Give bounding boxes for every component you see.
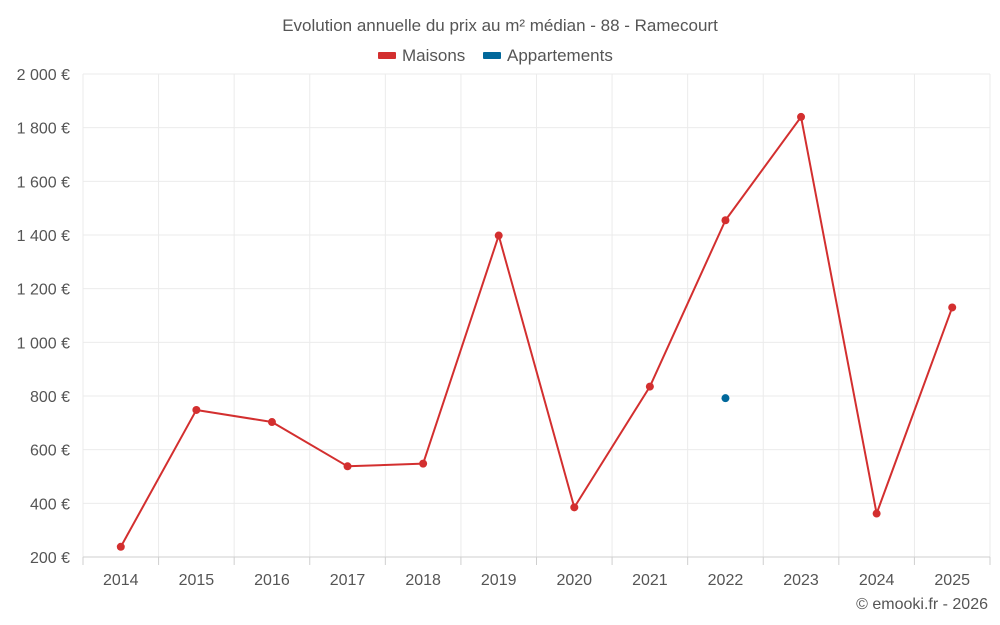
y-tick-label: 400 € [30, 496, 70, 513]
y-tick-label: 1 400 € [17, 228, 70, 245]
y-tick-label: 1 200 € [17, 282, 70, 299]
x-tick-label: 2020 [556, 572, 592, 589]
x-tick-label: 2023 [783, 572, 819, 589]
data-point-maisons [343, 462, 352, 471]
data-point-maisons [570, 503, 579, 512]
x-tick-label: 2016 [254, 572, 290, 589]
y-tick-label: 200 € [30, 550, 70, 567]
x-tick-label: 2025 [934, 572, 970, 589]
y-axis: 200 € 400 € 600 € 800 € 1 000 € 1 200 € 1 400 … [17, 67, 70, 567]
x-axis: 2014 2015 2016 2017 2018 2019 2020 2021 2022 2023… [82, 556, 991, 589]
data-point-maisons [721, 216, 730, 225]
x-tick-label: 2014 [103, 572, 139, 589]
legend-swatch-maisons [378, 52, 396, 59]
x-tick-label: 2017 [330, 572, 366, 589]
data-point-maisons [267, 418, 276, 427]
series-layer [116, 112, 957, 551]
grid [82, 73, 991, 558]
data-point-appartements [721, 394, 730, 403]
data-point-maisons [797, 112, 806, 121]
y-tick-label: 1 600 € [17, 174, 70, 191]
legend-swatch-appartements [483, 52, 501, 59]
y-tick-label: 800 € [30, 389, 70, 406]
legend: Maisons Appartements [378, 46, 613, 65]
y-tick-label: 1 000 € [17, 335, 70, 352]
x-tick-label: 2019 [481, 572, 517, 589]
credit-text: © emooki.fr - 2026 [856, 596, 988, 613]
data-point-maisons [645, 382, 654, 391]
x-tick-label: 2024 [859, 572, 895, 589]
data-point-maisons [494, 231, 503, 240]
y-tick-label: 1 800 € [17, 121, 70, 138]
x-tick-label: 2015 [179, 572, 215, 589]
series-line-maisons [119, 115, 954, 548]
data-point-maisons [116, 542, 125, 551]
data-point-maisons [419, 459, 428, 468]
x-tick-label: 2022 [708, 572, 744, 589]
x-tick-label: 2021 [632, 572, 668, 589]
data-point-maisons [192, 405, 201, 414]
legend-label-maisons: Maisons [402, 46, 465, 65]
legend-label-appartements: Appartements [507, 46, 613, 65]
y-tick-label: 2 000 € [17, 67, 70, 84]
x-tick-label: 2018 [405, 572, 441, 589]
data-point-maisons [948, 303, 957, 312]
chart-title: Evolution annuelle du prix au m² médian … [282, 16, 718, 35]
data-point-maisons [872, 509, 881, 518]
y-tick-label: 600 € [30, 443, 70, 460]
